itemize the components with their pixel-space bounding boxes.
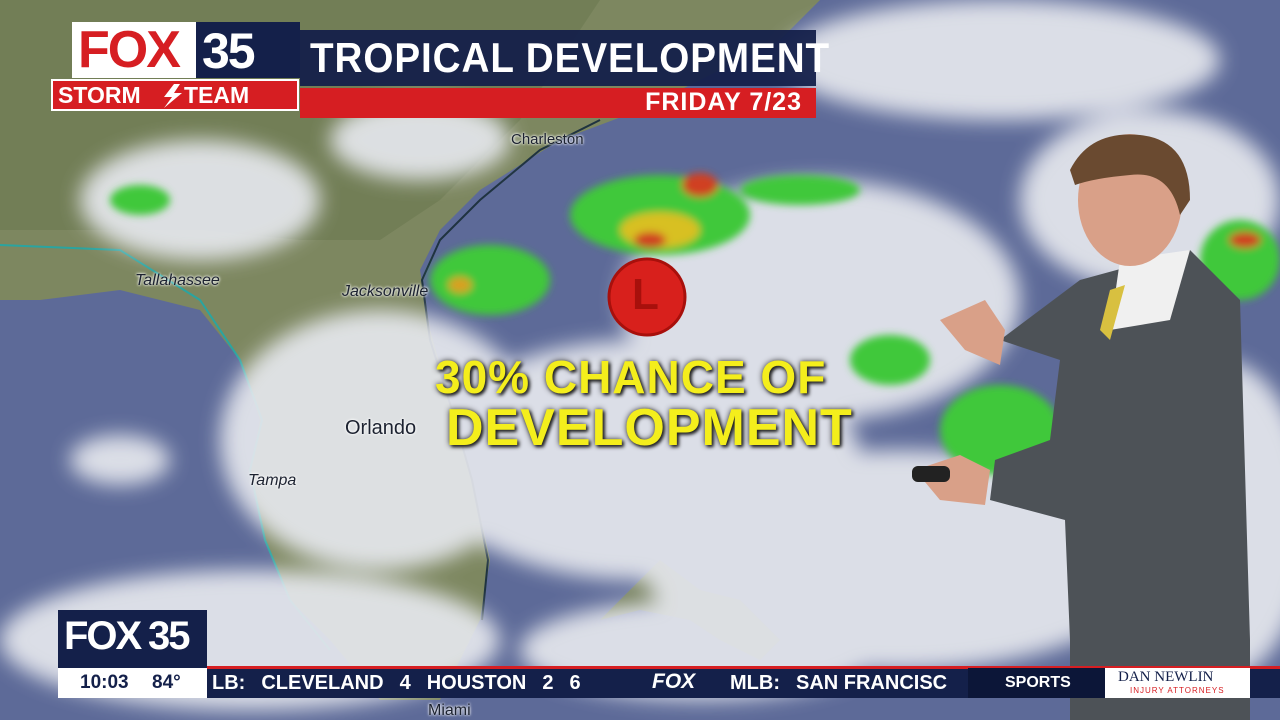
sponsor: DAN NEWLIN — [1118, 669, 1214, 685]
ticker-item: CLEVELAND — [261, 671, 384, 694]
ticker-item: LB: — [212, 671, 246, 694]
city-label: Miami — [428, 702, 471, 719]
city-label: Tallahassee — [135, 272, 220, 289]
sponsor-sub: INJURY ATTORNEYS — [1130, 686, 1225, 695]
logo-number: 35 — [202, 23, 256, 79]
bolt-icon — [164, 84, 182, 108]
ticker-next: MLB: SAN FRANCISC — [730, 668, 966, 698]
ticker-item: 6 — [569, 671, 581, 694]
bug-box — [58, 610, 207, 668]
city-label: Charleston — [511, 131, 584, 148]
ticker-item: HOUSTON — [426, 671, 527, 694]
low-pressure-marker — [607, 257, 687, 337]
ticker-item: SAN FRANCISC — [795, 671, 948, 694]
ticker-item: 4 — [399, 671, 411, 694]
city-label: Tampa — [248, 472, 297, 489]
brand-team: TEAM — [184, 82, 250, 108]
logo-box — [72, 22, 196, 78]
logo-number-box — [196, 22, 300, 78]
title-band — [300, 30, 816, 86]
date-band — [300, 88, 816, 118]
ticker-network: FOX — [652, 670, 696, 693]
logo: FOX — [78, 21, 181, 79]
annotation: DEVELOPMENT — [446, 399, 853, 457]
bug-time-box — [58, 668, 207, 698]
ticker-section: SPORTS — [1005, 674, 1071, 691]
section-box — [968, 668, 1105, 698]
title: TROPICAL DEVELOPMENT — [310, 34, 831, 81]
sponsor-box — [1105, 668, 1250, 698]
ticker-item: 2 — [542, 671, 554, 694]
city-label: Orlando — [345, 417, 417, 439]
bug-logo: FOX — [64, 614, 142, 658]
annotation: 30% CHANCE OF — [435, 351, 827, 403]
bug-logo-number: 35 — [148, 614, 190, 658]
city-label: Jacksonville — [342, 283, 429, 300]
brand-storm: STORM — [58, 82, 141, 108]
time: 10:03 — [80, 672, 129, 693]
low-marker-label: L — [632, 270, 659, 319]
temperature: 84° — [152, 672, 181, 693]
ticker-item: MLB: — [730, 671, 780, 694]
ticker-scores: LB: CLEVELAND 4 HOUSTON 2 6 — [212, 668, 642, 698]
date: FRIDAY 7/23 — [645, 88, 802, 116]
radar — [110, 173, 1280, 475]
ticker-rule — [207, 666, 1280, 669]
